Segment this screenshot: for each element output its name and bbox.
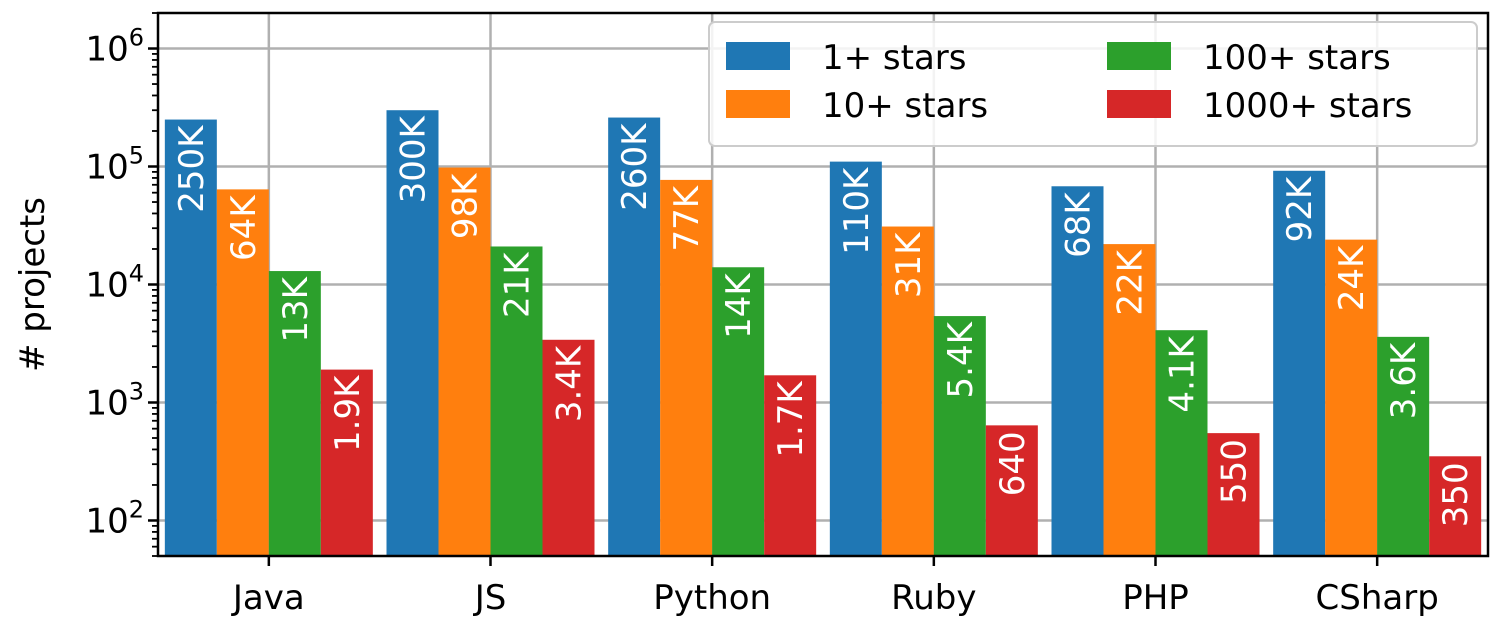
bar-value-label: 98K [446, 172, 486, 239]
bar-value-label: 92K [1280, 175, 1320, 242]
legend-label: 1+ stars [822, 38, 967, 78]
bar-value-label: 3.6K [1384, 341, 1424, 419]
legend: 1+ stars 10+ stars 100+ stars 1000+ stars [708, 21, 1478, 147]
bar-value-label: 31K [889, 231, 929, 298]
bar [1103, 244, 1156, 556]
axes: 102 103 104 105 106 Java JS Python Ruby PHP CSharp [85, 11, 1490, 618]
bar-value-label: 21K [498, 251, 538, 318]
bar [1273, 170, 1326, 557]
bar-value-label: 24K [1332, 244, 1372, 311]
bar [320, 369, 373, 556]
bar-value-label: 300K [394, 115, 434, 204]
bar-value-label: 4.1K [1163, 334, 1203, 412]
bar [712, 267, 765, 556]
bar-value-label: 250K [172, 124, 212, 213]
legend-swatch [726, 42, 790, 70]
bar [985, 425, 1038, 556]
bar-value-label: 1.7K [771, 380, 811, 458]
bar [268, 271, 321, 556]
x-tick-label: Python [653, 578, 771, 618]
bar-value-label: 64K [224, 194, 264, 261]
y-axis-label: # projects [13, 197, 53, 372]
bar [1207, 433, 1260, 556]
y-tick-label: 106 [85, 24, 144, 70]
bar [490, 246, 543, 556]
bar-value-label: 110K [837, 166, 877, 255]
bar [164, 119, 217, 557]
bar-value-label: 14K [719, 272, 759, 339]
bar [881, 226, 934, 556]
legend-swatch [726, 90, 790, 118]
bar-value-label: 77K [667, 184, 707, 251]
y-tick-label: 105 [85, 142, 144, 188]
bar-value-label: 3.4K [550, 344, 590, 422]
bar [1051, 186, 1104, 557]
bar [386, 110, 439, 557]
bar [438, 167, 491, 556]
x-tick-label: CSharp [1316, 578, 1439, 618]
bar [608, 117, 661, 556]
bar [660, 179, 713, 556]
x-tick-label: Java [231, 578, 305, 618]
bar-value-label: 22K [1111, 248, 1151, 315]
bar [829, 161, 882, 556]
y-tick-label: 104 [85, 260, 144, 306]
legend-swatch [1107, 42, 1171, 70]
x-tick-label: PHP [1122, 578, 1189, 618]
bar-value-label: 640 [993, 431, 1033, 496]
bar-value-label: 550 [1215, 439, 1255, 504]
legend-label: 10+ stars [822, 86, 988, 126]
y-tick-label: 102 [85, 495, 144, 541]
bar [1429, 456, 1482, 556]
legend-swatch [1107, 90, 1171, 118]
bar [216, 189, 269, 557]
bars: 250K 64K 13K 1.9K 300K 98K 21K 3.4K 260K 77K 14K 1.… [164, 110, 1482, 557]
bar-value-label: 1.9K [328, 374, 368, 452]
bar-value-label: 350 [1436, 462, 1476, 527]
legend-label: 1000+ stars [1203, 86, 1412, 126]
bar [1325, 239, 1378, 557]
bar-value-label: 5.4K [941, 320, 981, 398]
bar-value-label: 68K [1059, 191, 1099, 258]
legend-label: 100+ stars [1203, 38, 1391, 78]
bar [1155, 330, 1208, 556]
legend-box [708, 21, 1478, 147]
bar [933, 316, 986, 556]
bar [1377, 336, 1430, 556]
x-tick-label: Ruby [891, 578, 976, 618]
bar-value-label: 13K [276, 275, 316, 342]
bar [542, 339, 595, 556]
y-tick-label: 103 [85, 377, 144, 423]
x-tick-label: JS [473, 578, 507, 618]
bar [764, 375, 817, 556]
bar-value-label: 260K [615, 122, 655, 211]
